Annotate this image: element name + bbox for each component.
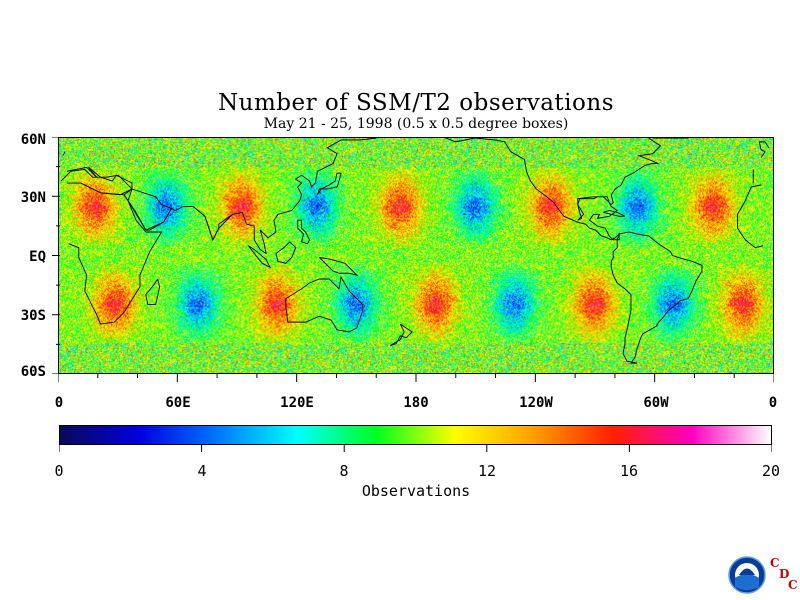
cuba-coast — [603, 210, 626, 217]
nz-coast — [390, 323, 413, 346]
britain-coast — [758, 141, 770, 158]
x-tick-label: 0 — [54, 395, 64, 411]
colorbar — [59, 425, 772, 445]
noaa-logo-icon: NOAA — [728, 556, 766, 594]
japan-coast — [317, 172, 342, 196]
chart-subtitle: May 21 - 25, 1998 (0.5 x 0.5 degree boxe… — [263, 116, 569, 132]
colorbar-tick-label: 8 — [339, 462, 349, 480]
colorbar-tick-label: 0 — [54, 462, 64, 480]
colorbar-tick-label: 12 — [477, 462, 497, 480]
africa-coast — [751, 184, 762, 188]
britain-coast — [62, 151, 66, 156]
logo-letter: D — [779, 567, 790, 581]
map-panel — [58, 137, 774, 374]
sumatra-coast — [247, 245, 272, 269]
philippines-coast — [297, 219, 311, 245]
y-tick-label: 30N — [20, 190, 46, 206]
coastline-overlay — [60, 138, 770, 364]
africa-coast — [737, 186, 764, 249]
colorbar-tick-label: 20 — [761, 462, 781, 480]
colorbar-tick-label: 4 — [197, 462, 207, 480]
india-coast — [192, 206, 233, 241]
observation-heatmap — [59, 138, 773, 373]
x-tick-label: 120W — [519, 395, 553, 411]
chart-title: Number of SSM/T2 observations — [218, 90, 614, 116]
y-tick-label: 30S — [20, 308, 46, 324]
x-tick-label: 0 — [768, 395, 778, 411]
x-tick-label: 60E — [165, 395, 191, 411]
y-tick-label: 60S — [20, 364, 46, 380]
borneo-coast — [275, 241, 297, 264]
logo-text: NOAA — [740, 564, 754, 570]
y-tick-label: 60N — [20, 132, 46, 148]
logo-letter: C — [788, 578, 798, 592]
x-axis-ticks — [58, 374, 774, 382]
colorbar-title: Observations — [361, 482, 471, 500]
colorbar-tick-label: 16 — [619, 462, 639, 480]
logo-letter: C — [770, 556, 780, 570]
hawaii-dots — [463, 213, 467, 215]
south-america-coast — [610, 231, 703, 364]
y-axis-ticks — [52, 137, 60, 374]
madagascar-coast — [145, 278, 161, 305]
arabia-coast — [127, 188, 173, 231]
africa-coast — [68, 182, 163, 325]
x-tick-label: 60W — [643, 395, 669, 411]
north-america-coast — [445, 138, 662, 241]
x-tick-label: 180 — [403, 395, 429, 411]
x-tick-label: 120E — [280, 395, 314, 411]
mediterranean-coast — [66, 166, 133, 196]
europe-asia-coast — [60, 138, 377, 255]
colorbar-ticks — [59, 445, 772, 452]
australia-coast — [285, 275, 364, 333]
y-tick-label: EQ — [29, 249, 46, 265]
newguinea-coast — [319, 257, 359, 276]
